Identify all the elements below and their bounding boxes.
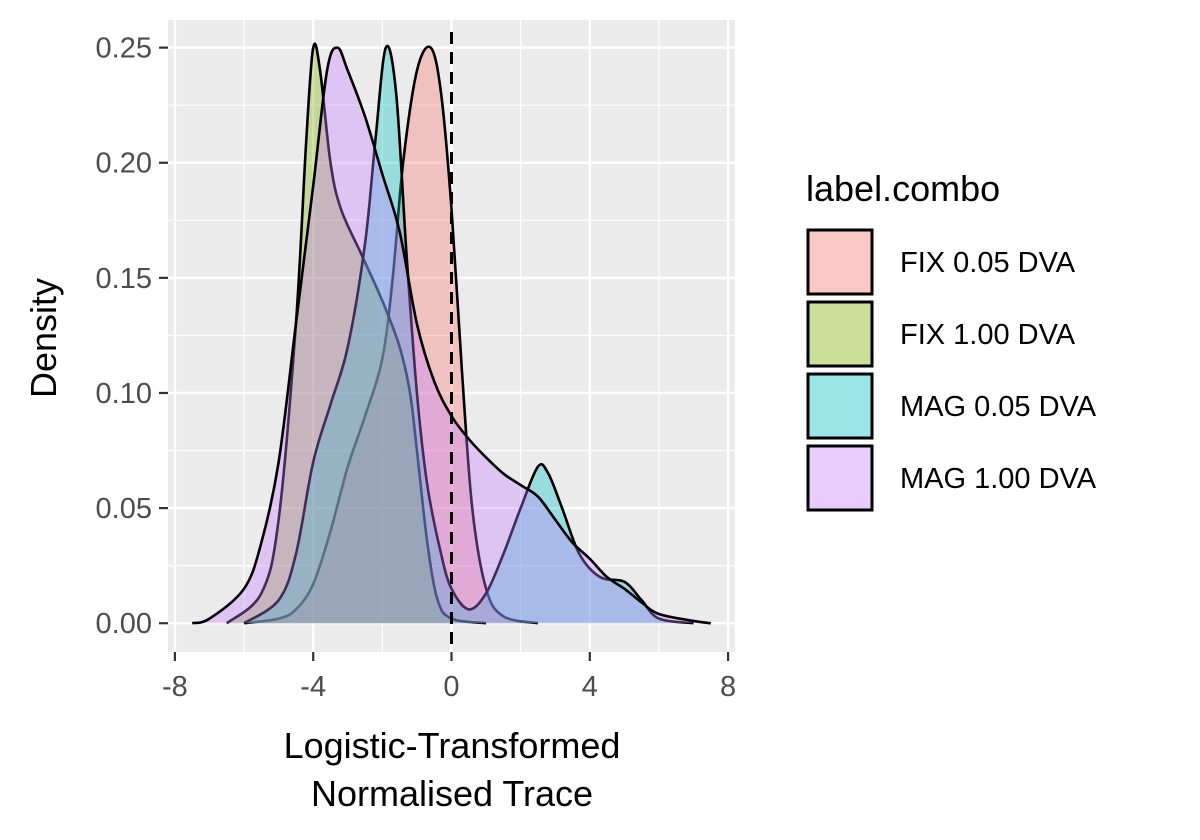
x-axis-title-line1: Logistic-Transformed xyxy=(284,725,621,766)
legend-key-4 xyxy=(806,444,874,512)
y-tick-label: 0.10 xyxy=(96,378,152,410)
density-line-series-1 xyxy=(243,45,539,625)
x-axis-title-line2: Normalised Trace xyxy=(311,773,593,814)
x-tick-label: 0 xyxy=(443,671,459,703)
y-tick-label: 0.05 xyxy=(96,493,152,525)
density-line-series-3 xyxy=(243,44,694,625)
density-area-series-1 xyxy=(244,46,538,624)
density-area-series-3 xyxy=(244,45,694,624)
x-tick-label: -8 xyxy=(162,671,188,703)
density-area-series-4 xyxy=(192,47,711,624)
density-line-series-4 xyxy=(191,46,711,625)
legend-label-1: FIX 0.05 DVA xyxy=(900,247,1076,279)
y-axis: 0.00 0.05 0.10 0.15 0.20 0.25 xyxy=(96,33,168,640)
x-axis: -8 -4 0 4 8 xyxy=(162,652,736,703)
legend-key-1 xyxy=(806,228,874,296)
x-tick-label: 4 xyxy=(582,671,598,703)
legend: label.combo FIX 0.05 DVA FIX 1.00 DVA MAG … xyxy=(806,168,1097,512)
y-tick-label: 0.00 xyxy=(96,608,152,640)
x-tick-label: -4 xyxy=(300,671,326,703)
density-line-series-2 xyxy=(225,42,487,625)
legend-key-3 xyxy=(806,372,874,440)
density-area-series-2 xyxy=(226,43,487,624)
legend-label-4: MAG 1.00 DVA xyxy=(900,463,1097,495)
legend-label-3: MAG 0.05 DVA xyxy=(900,391,1097,423)
y-axis-title: Density xyxy=(23,278,64,398)
y-tick-label: 0.20 xyxy=(96,148,152,180)
x-tick-label: 8 xyxy=(720,671,736,703)
y-tick-label: 0.15 xyxy=(96,263,152,295)
legend-title: label.combo xyxy=(806,168,1000,209)
legend-label-2: FIX 1.00 DVA xyxy=(900,319,1076,351)
y-tick-label: 0.25 xyxy=(96,33,152,65)
legend-key-2 xyxy=(806,300,874,368)
density-areas xyxy=(191,42,711,625)
